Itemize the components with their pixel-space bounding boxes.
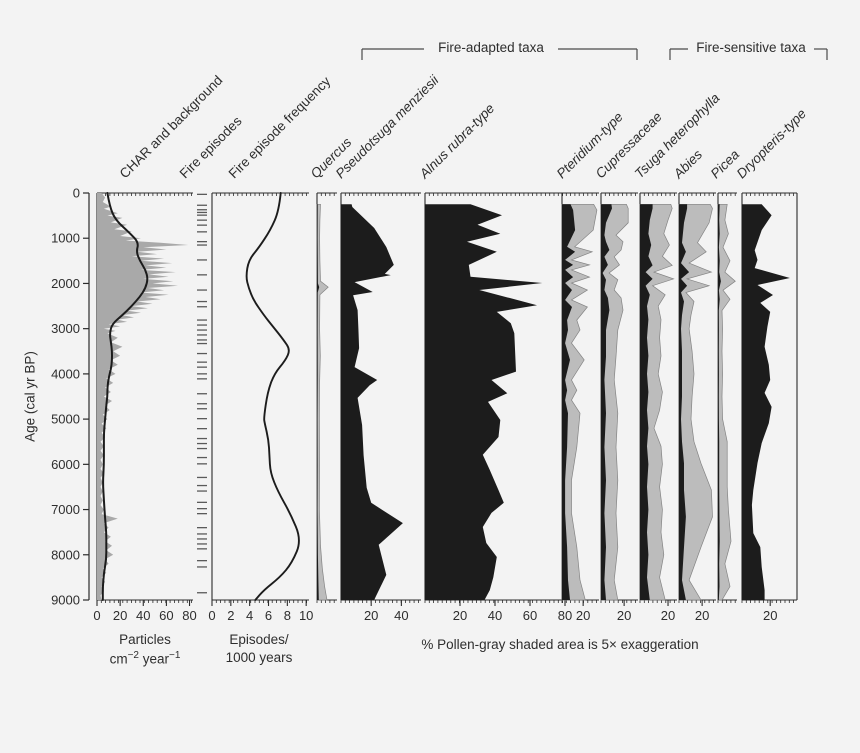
char-unit-sup2: −1 [169, 650, 181, 661]
char-unit-sup1: −2 [127, 650, 139, 661]
char-unit-base1: cm [109, 651, 128, 667]
char-axis-label-line1: Particles [119, 632, 171, 647]
svg-text:20: 20 [453, 608, 467, 623]
svg-text:60: 60 [523, 608, 537, 623]
svg-text:60: 60 [159, 608, 173, 623]
svg-text:40: 40 [488, 608, 502, 623]
svg-text:20: 20 [695, 608, 709, 623]
svg-text:3000: 3000 [51, 321, 80, 336]
svg-text:20: 20 [617, 608, 631, 623]
svg-text:5000: 5000 [51, 412, 80, 427]
svg-text:7000: 7000 [51, 502, 80, 517]
group-label-fire-sensitive: Fire-sensitive taxa [696, 40, 806, 55]
group-label-fire-adapted: Fire-adapted taxa [438, 40, 544, 55]
pollen-exaggeration-note: % Pollen-gray shaded area is 5× exaggera… [421, 637, 699, 652]
svg-text:6: 6 [265, 608, 272, 623]
svg-text:8: 8 [284, 608, 291, 623]
svg-text:4000: 4000 [51, 366, 80, 381]
svg-text:0: 0 [208, 608, 215, 623]
svg-text:0: 0 [93, 608, 100, 623]
svg-text:10: 10 [299, 608, 313, 623]
char-axis-unit: cm−2 year−1 [95, 650, 195, 667]
freq-axis-label-line2: 1000 years [225, 650, 293, 665]
svg-text:20: 20 [661, 608, 675, 623]
svg-text:20: 20 [576, 608, 590, 623]
svg-text:2: 2 [227, 608, 234, 623]
svg-text:20: 20 [763, 608, 777, 623]
svg-text:6000: 6000 [51, 457, 80, 472]
svg-text:40: 40 [136, 608, 150, 623]
age-axis-label: Age (cal yr BP) [22, 351, 38, 442]
freq-axis-label-line1: Episodes/ [229, 632, 289, 647]
svg-text:20: 20 [113, 608, 127, 623]
svg-text:4: 4 [246, 608, 253, 623]
char-unit-base2: year [138, 651, 169, 667]
svg-text:8000: 8000 [51, 547, 80, 562]
svg-text:9000: 9000 [51, 593, 80, 608]
svg-text:1000: 1000 [51, 231, 80, 246]
svg-text:20: 20 [364, 608, 378, 623]
svg-text:40: 40 [394, 608, 408, 623]
svg-text:80: 80 [182, 608, 196, 623]
svg-text:0: 0 [73, 186, 80, 201]
svg-text:80: 80 [558, 608, 572, 623]
svg-text:2000: 2000 [51, 276, 80, 291]
